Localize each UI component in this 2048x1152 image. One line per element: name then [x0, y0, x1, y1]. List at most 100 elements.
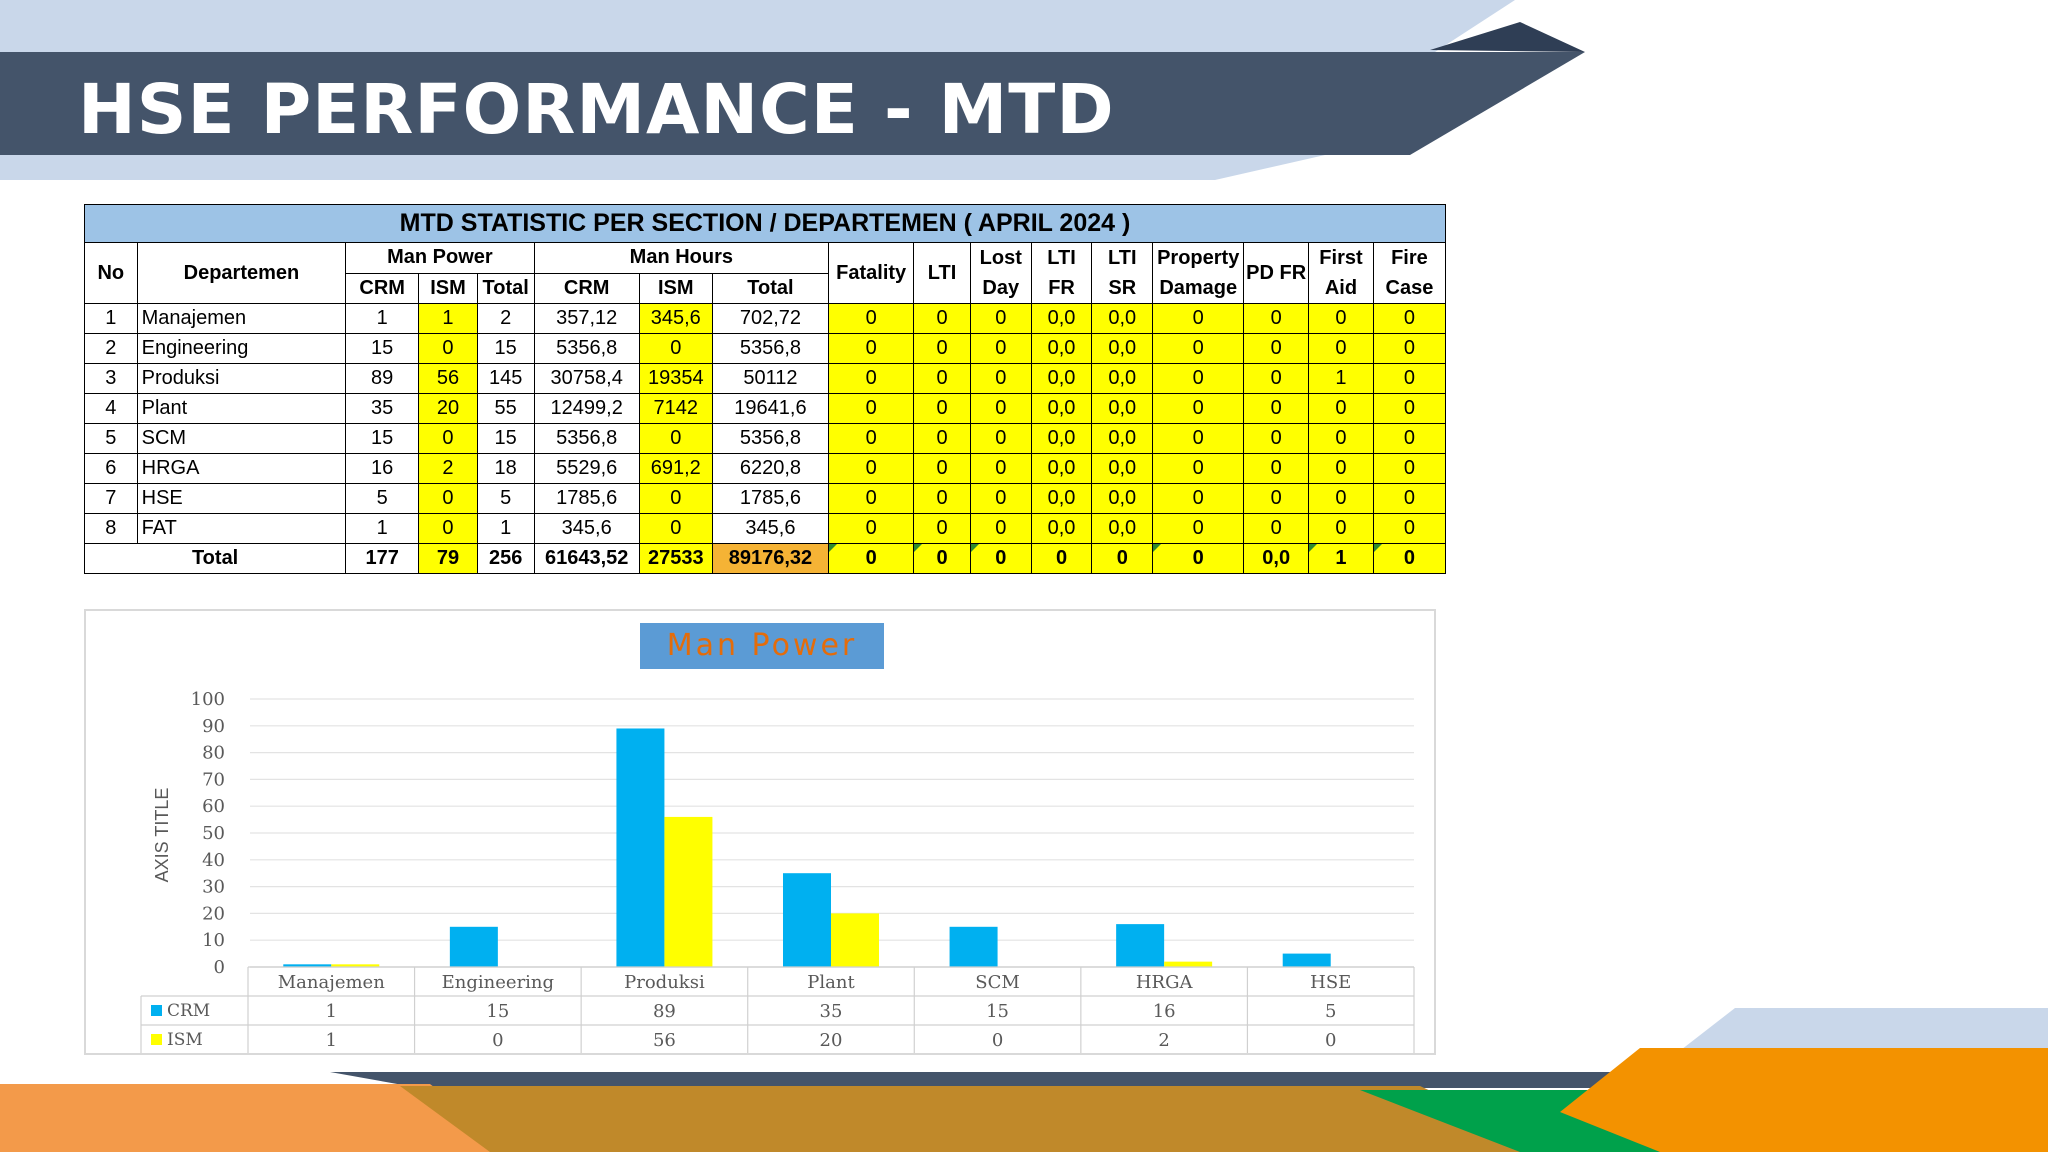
- y-tick-label: 20: [202, 903, 225, 924]
- cell-pd-fr: 0: [1243, 363, 1310, 394]
- y-tick-label: 80: [202, 743, 225, 764]
- data-table-value: 15: [486, 1001, 509, 1022]
- cell-fatality: 0: [828, 333, 915, 364]
- bar-ism: [664, 816, 713, 967]
- cell-dept: SCM: [136, 423, 347, 454]
- cell-lti: 0: [913, 333, 971, 364]
- y-tick-label: 50: [202, 823, 225, 844]
- x-tick-label: HSE: [1310, 972, 1351, 993]
- y-tick-label: 70: [202, 769, 225, 790]
- cell-mh-crm: 345,6: [533, 513, 640, 544]
- cell-mp-crm: 89: [345, 363, 420, 394]
- data-table-value: 0: [492, 1030, 503, 1051]
- header-property-damage-line2: Damage: [1159, 277, 1238, 299]
- x-tick-label: Engineering: [442, 972, 554, 993]
- cell-fire-case: 0: [1372, 333, 1447, 364]
- cell-lti-sr: 0,0: [1091, 453, 1154, 484]
- header-row-1: No Departemen Man Power Man Hours Fatali…: [84, 242, 1447, 304]
- table-row: 4 Plant 35 20 55 12499,2 7142 19641,6 0 0 0 0,0 0,0 0…: [84, 393, 1447, 424]
- cell-dept: FAT: [136, 513, 347, 544]
- cell-pd-fr: 0: [1243, 483, 1310, 514]
- cell-lost-day: 0: [969, 333, 1032, 364]
- cell-fire-case: 0: [1372, 453, 1447, 484]
- caption-row: MTD STATISTIC PER SECTION / DEPARTEMEN (…: [84, 204, 1446, 243]
- cell-lti-fr: 0,0: [1030, 483, 1093, 514]
- cell-property-damage: 0: [1152, 303, 1245, 334]
- cell-dept: Produksi: [136, 363, 347, 394]
- cell-fire-case: 0: [1372, 303, 1447, 334]
- table-row: 1 Manajemen 1 1 2 357,12 345,6 702,72 0 0 0 0,0 0,0 0…: [84, 303, 1447, 334]
- cell-mh-ism: 0: [638, 483, 713, 514]
- total-lost-day: 0: [969, 543, 1032, 574]
- total-lti: 0: [913, 543, 971, 574]
- cell-pd-fr: 0: [1243, 513, 1310, 544]
- cell-mp-total: 145: [476, 363, 535, 394]
- cell-lti-fr: 0,0: [1030, 393, 1093, 424]
- y-tick-label: 40: [202, 850, 225, 871]
- bottom-orange-left: [0, 1084, 520, 1152]
- table-row: 5 SCM 15 0 15 5356,8 0 5356,8 0 0 0 0,0 0,0 0 0 0 0: [84, 423, 1447, 454]
- top-light-band: [0, 0, 1515, 52]
- header-first-aid: First Aid: [1308, 242, 1374, 304]
- total-lti-sr: 0: [1091, 543, 1154, 574]
- x-tick-label: Produksi: [624, 972, 705, 993]
- title-banner: [0, 52, 1585, 155]
- total-pd-fr: 0,0: [1243, 543, 1310, 574]
- cell-mp-total: 1: [476, 513, 535, 544]
- cell-lost-day: 0: [969, 423, 1032, 454]
- header-lti-sr: LTI SR: [1091, 242, 1154, 304]
- total-row: Total 177 79 256 61643,52 27533 89176,32…: [83, 543, 1447, 574]
- cell-lost-day: 0: [969, 393, 1032, 424]
- cell-no: 4: [84, 393, 138, 424]
- total-mp-crm: 177: [345, 543, 420, 574]
- total-lti-fr: 0: [1030, 543, 1093, 574]
- header-lti: LTI: [913, 242, 971, 304]
- cell-lti-fr: 0,0: [1030, 363, 1093, 394]
- cell-mp-total: 5: [476, 483, 535, 514]
- cell-mp-crm: 5: [345, 483, 420, 514]
- data-table-value: 16: [1153, 1001, 1176, 1022]
- cell-dept: HSE: [136, 483, 347, 514]
- bar-ism: [331, 964, 380, 967]
- bottom-gold: [400, 1086, 1560, 1152]
- cell-lti: 0: [913, 363, 971, 394]
- bar-crm: [449, 926, 498, 967]
- cell-mp-ism: 1: [418, 303, 478, 334]
- cell-lost-day: 0: [969, 303, 1032, 334]
- x-tick-label: HRGA: [1136, 972, 1194, 993]
- cell-lti-sr: 0,0: [1091, 483, 1154, 514]
- cell-dept: HRGA: [136, 453, 347, 484]
- cell-mp-total: 18: [476, 453, 535, 484]
- cell-no: 3: [84, 363, 138, 394]
- cell-first-aid: 0: [1308, 513, 1374, 544]
- cell-no: 7: [84, 483, 138, 514]
- cell-mh-crm: 1785,6: [533, 483, 640, 514]
- cell-lti-fr: 0,0: [1030, 303, 1093, 334]
- cell-no: 8: [84, 513, 138, 544]
- cell-mp-crm: 1: [345, 303, 420, 334]
- bar-crm: [783, 873, 831, 967]
- cell-lti-fr: 0,0: [1030, 453, 1093, 484]
- bar-ism: [831, 913, 879, 967]
- header-man-power: Man Power: [345, 242, 535, 274]
- header-first-aid-line2: Aid: [1324, 277, 1358, 299]
- header-fire-case-line1: Fire: [1391, 247, 1428, 269]
- cell-lti: 0: [913, 513, 971, 544]
- header-first-aid-line1: First: [1319, 247, 1363, 269]
- cell-mh-ism: 691,2: [638, 453, 713, 484]
- cell-fatality: 0: [828, 363, 915, 394]
- cell-first-aid: 0: [1308, 483, 1374, 514]
- x-tick-label: SCM: [975, 972, 1020, 993]
- header-row-2: CRM ISM Total CRM ISM Total: [85, 272, 1446, 304]
- cell-lti-sr: 0,0: [1091, 423, 1154, 454]
- cell-mh-ism: 0: [638, 513, 713, 544]
- data-table-value: 56: [653, 1030, 676, 1051]
- cell-mp-ism: 0: [418, 423, 478, 454]
- cell-mh-ism: 0: [638, 333, 713, 364]
- header-mp-total: Total: [476, 272, 535, 304]
- data-table-value: 15: [986, 1001, 1009, 1022]
- cell-lti: 0: [913, 483, 971, 514]
- header-lti-fr-line2: FR: [1048, 277, 1075, 299]
- cell-mp-ism: 0: [418, 483, 478, 514]
- cell-lti-fr: 0,0: [1030, 423, 1093, 454]
